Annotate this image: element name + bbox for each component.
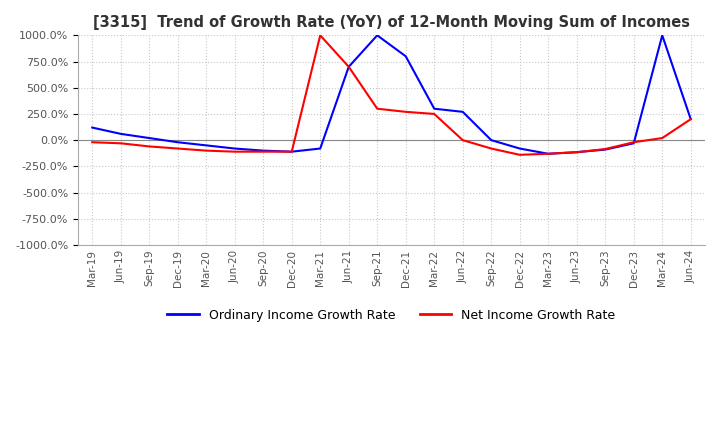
Ordinary Income Growth Rate [402,54,410,59]
Title: [3315]  Trend of Growth Rate (YoY) of 12-Month Moving Sum of Incomes: [3315] Trend of Growth Rate (YoY) of 12-… [93,15,690,30]
Net Income Growth Rate [145,144,153,149]
Ordinary Income Growth Rate [287,149,296,154]
Net Income Growth Rate [629,139,638,145]
Ordinary Income Growth Rate [544,151,552,156]
Net Income Growth Rate [202,148,210,153]
Ordinary Income Growth Rate [145,136,153,141]
Ordinary Income Growth Rate [601,147,610,152]
Ordinary Income Growth Rate [572,150,581,155]
Ordinary Income Growth Rate [658,33,667,38]
Net Income Growth Rate [658,136,667,141]
Net Income Growth Rate [174,146,182,151]
Ordinary Income Growth Rate [316,146,325,151]
Ordinary Income Growth Rate [516,146,524,151]
Ordinary Income Growth Rate [487,138,495,143]
Ordinary Income Growth Rate [373,33,382,38]
Net Income Growth Rate [316,33,325,38]
Ordinary Income Growth Rate [88,125,96,130]
Ordinary Income Growth Rate [459,109,467,114]
Net Income Growth Rate [487,146,495,151]
Net Income Growth Rate [516,152,524,158]
Net Income Growth Rate [402,109,410,114]
Ordinary Income Growth Rate [344,64,353,70]
Line: Ordinary Income Growth Rate: Ordinary Income Growth Rate [92,35,690,154]
Ordinary Income Growth Rate [629,141,638,146]
Net Income Growth Rate [459,138,467,143]
Ordinary Income Growth Rate [230,146,239,151]
Net Income Growth Rate [230,149,239,154]
Net Income Growth Rate [686,117,695,122]
Ordinary Income Growth Rate [174,139,182,145]
Net Income Growth Rate [544,151,552,156]
Net Income Growth Rate [430,111,438,117]
Net Income Growth Rate [344,64,353,70]
Net Income Growth Rate [601,147,610,152]
Net Income Growth Rate [373,106,382,111]
Ordinary Income Growth Rate [202,143,210,148]
Ordinary Income Growth Rate [117,131,125,136]
Legend: Ordinary Income Growth Rate, Net Income Growth Rate: Ordinary Income Growth Rate, Net Income … [163,304,621,327]
Ordinary Income Growth Rate [259,148,268,153]
Ordinary Income Growth Rate [430,106,438,111]
Net Income Growth Rate [287,149,296,154]
Net Income Growth Rate [259,149,268,154]
Net Income Growth Rate [117,141,125,146]
Line: Net Income Growth Rate: Net Income Growth Rate [92,35,690,155]
Net Income Growth Rate [572,150,581,155]
Ordinary Income Growth Rate [686,117,695,122]
Net Income Growth Rate [88,139,96,145]
